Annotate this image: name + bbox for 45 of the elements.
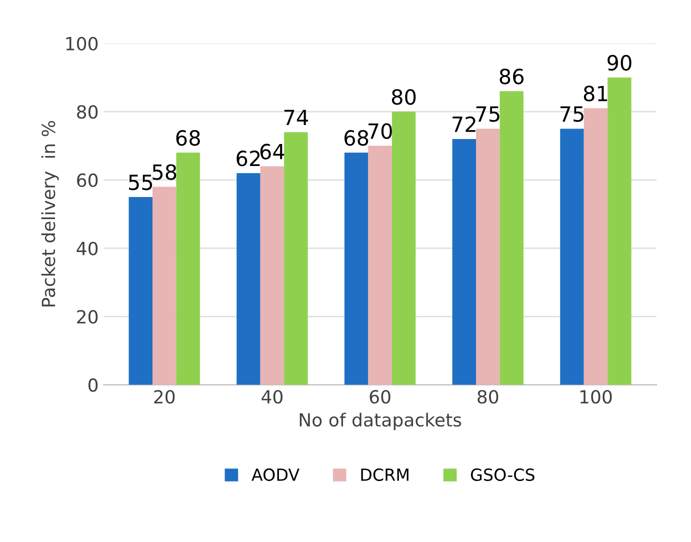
data-label: 55 xyxy=(128,174,152,190)
data-label: 75 xyxy=(476,106,500,122)
data-label: 70 xyxy=(368,123,392,139)
x-tick-label: 80 xyxy=(478,390,498,404)
bar xyxy=(476,128,500,385)
bar xyxy=(392,112,416,385)
bar xyxy=(344,152,368,385)
data-label: 74 xyxy=(284,110,308,126)
bar xyxy=(584,108,608,385)
bar xyxy=(128,197,153,385)
data-label: 75 xyxy=(560,106,584,122)
x-tick-label: 60 xyxy=(370,390,390,404)
x-axis-title: No of datapackets xyxy=(300,412,462,430)
data-label: 80 xyxy=(392,89,416,105)
legend-label: GSO-CS xyxy=(470,468,534,482)
bar xyxy=(284,132,308,385)
y-axis-title: Packet delivery in % xyxy=(41,121,59,306)
data-label: 72 xyxy=(452,116,476,132)
data-label: 90 xyxy=(608,54,632,71)
bar xyxy=(608,78,632,385)
bar xyxy=(560,128,584,385)
data-label: 81 xyxy=(584,86,608,102)
data-label: 62 xyxy=(236,150,260,166)
y-tick-label: 20 xyxy=(77,310,98,324)
data-label: 86 xyxy=(500,68,524,84)
legend-label: AODV xyxy=(252,468,300,482)
y-tick-label: 40 xyxy=(76,242,98,256)
x-tick-label: 20 xyxy=(154,390,175,404)
x-tick-label: 100 xyxy=(580,390,612,404)
bar xyxy=(452,138,476,385)
bar xyxy=(236,173,260,385)
bar xyxy=(368,146,392,385)
y-tick-label: 80 xyxy=(77,105,98,119)
bar xyxy=(176,152,200,385)
bar xyxy=(152,186,176,385)
y-tick-label: 60 xyxy=(77,173,98,188)
bar xyxy=(500,91,524,385)
data-label: 68 xyxy=(176,130,200,146)
y-tick-label: 0 xyxy=(88,378,98,392)
bar xyxy=(260,166,284,385)
data-label: 68 xyxy=(344,130,368,146)
legend-label: DCRM xyxy=(361,468,408,482)
x-tick-label: 40 xyxy=(262,390,282,404)
y-tick-label: 100 xyxy=(66,36,98,50)
data-label: 58 xyxy=(152,164,176,180)
